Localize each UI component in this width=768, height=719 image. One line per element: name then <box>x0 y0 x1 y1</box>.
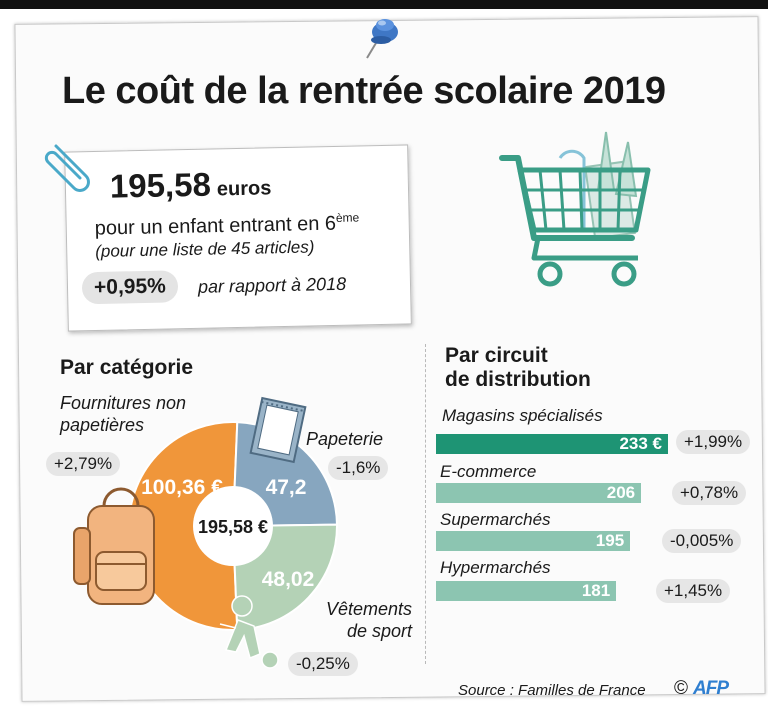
description-superscript: ème <box>335 210 360 225</box>
yearly-change-label: par rapport à 2018 <box>197 273 347 297</box>
cost-description: pour un enfant entrant en 6ème <box>95 210 360 240</box>
distribution-title-line1: Par circuit <box>445 344 548 367</box>
bar-change-supermarkets: -0,005% <box>662 529 742 553</box>
pie-center-total: 195,58 € <box>198 517 268 537</box>
cost-note: (pour une liste de 45 articles) <box>95 237 315 261</box>
pushpin-icon <box>366 19 398 59</box>
section-divider <box>425 344 426 664</box>
bar-supermarkets: 195 <box>436 531 631 551</box>
category-change-supplies: +2,79% <box>46 452 121 476</box>
total-unit: euros <box>216 177 272 201</box>
description-text: pour un enfant entrant en 6 <box>94 212 337 240</box>
bar-change-specialized: +1,99% <box>676 430 751 454</box>
total-value: 195,58 <box>109 165 212 205</box>
notebook-icon <box>249 396 307 464</box>
bar-label-supermarkets: Supermarchés <box>440 510 551 529</box>
yearly-change-badge: +0,95% <box>81 270 179 305</box>
pie-value-supplies: 100,36 € <box>141 476 223 499</box>
category-label-sportswear-line2: de sport <box>346 621 412 641</box>
page-title: Le coût de la rentrée scolaire 2019 <box>62 70 666 112</box>
bar-label-ecommerce: E-commerce <box>440 462 537 481</box>
bar-label-specialized: Magasins spécialisés <box>442 406 603 425</box>
category-label-sportswear-line1: Vêtements <box>325 599 412 619</box>
bar-change-ecommerce: +0,78% <box>672 481 747 505</box>
category-change-stationery: -1,6% <box>328 456 389 480</box>
summary-card: 195,58 euros pour un enfant entrant en 6è… <box>64 144 412 332</box>
distribution-title-line2: de distribution <box>445 368 591 391</box>
total-cost: 195,58 euros <box>109 164 271 205</box>
category-section-title: Par catégorie <box>60 356 194 379</box>
bar-value-ecommerce: 206 <box>606 483 636 502</box>
sport-player-icon <box>219 595 279 669</box>
paperclip-icon <box>44 144 90 192</box>
distribution-section-title: Par circuit de distribution <box>445 344 591 392</box>
category-label-supplies-line1: Fournitures non <box>60 393 187 413</box>
source-credit: Source : Familles de France <box>458 682 646 699</box>
bar-value-specialized: 233 € <box>619 434 662 453</box>
category-label-stationery: Papeterie <box>306 429 384 449</box>
bar-ecommerce: 206 <box>436 483 642 503</box>
category-pie-chart: 195,58 € 100,36 € 47,2 48,02 <box>73 396 339 669</box>
bar-hypermarkets: 181 <box>436 581 617 601</box>
pie-center-hole <box>193 486 273 566</box>
shopping-cart-icon <box>499 131 651 287</box>
pie-value-sportswear: 48,02 <box>262 568 315 591</box>
pie-value-stationery: 47,2 <box>266 476 307 499</box>
bar-specialized: 233 € <box>436 434 668 454</box>
top-border <box>0 0 768 9</box>
category-change-sportswear: -0,25% <box>288 652 358 676</box>
category-label-supplies: Fournitures non papetières <box>60 392 186 436</box>
bar-label-hypermarkets: Hypermarchés <box>440 558 551 577</box>
backpack-icon <box>73 487 155 605</box>
copyright-symbol: © <box>674 678 688 699</box>
bar-value-hypermarkets: 181 <box>581 581 611 600</box>
bar-change-hypermarkets: +1,45% <box>656 579 731 603</box>
category-label-sportswear: Vêtements de sport <box>310 598 412 642</box>
afp-logo: AFP <box>693 678 729 699</box>
category-label-supplies-line2: papetières <box>60 415 145 435</box>
bar-value-supermarkets: 195 <box>595 531 625 550</box>
